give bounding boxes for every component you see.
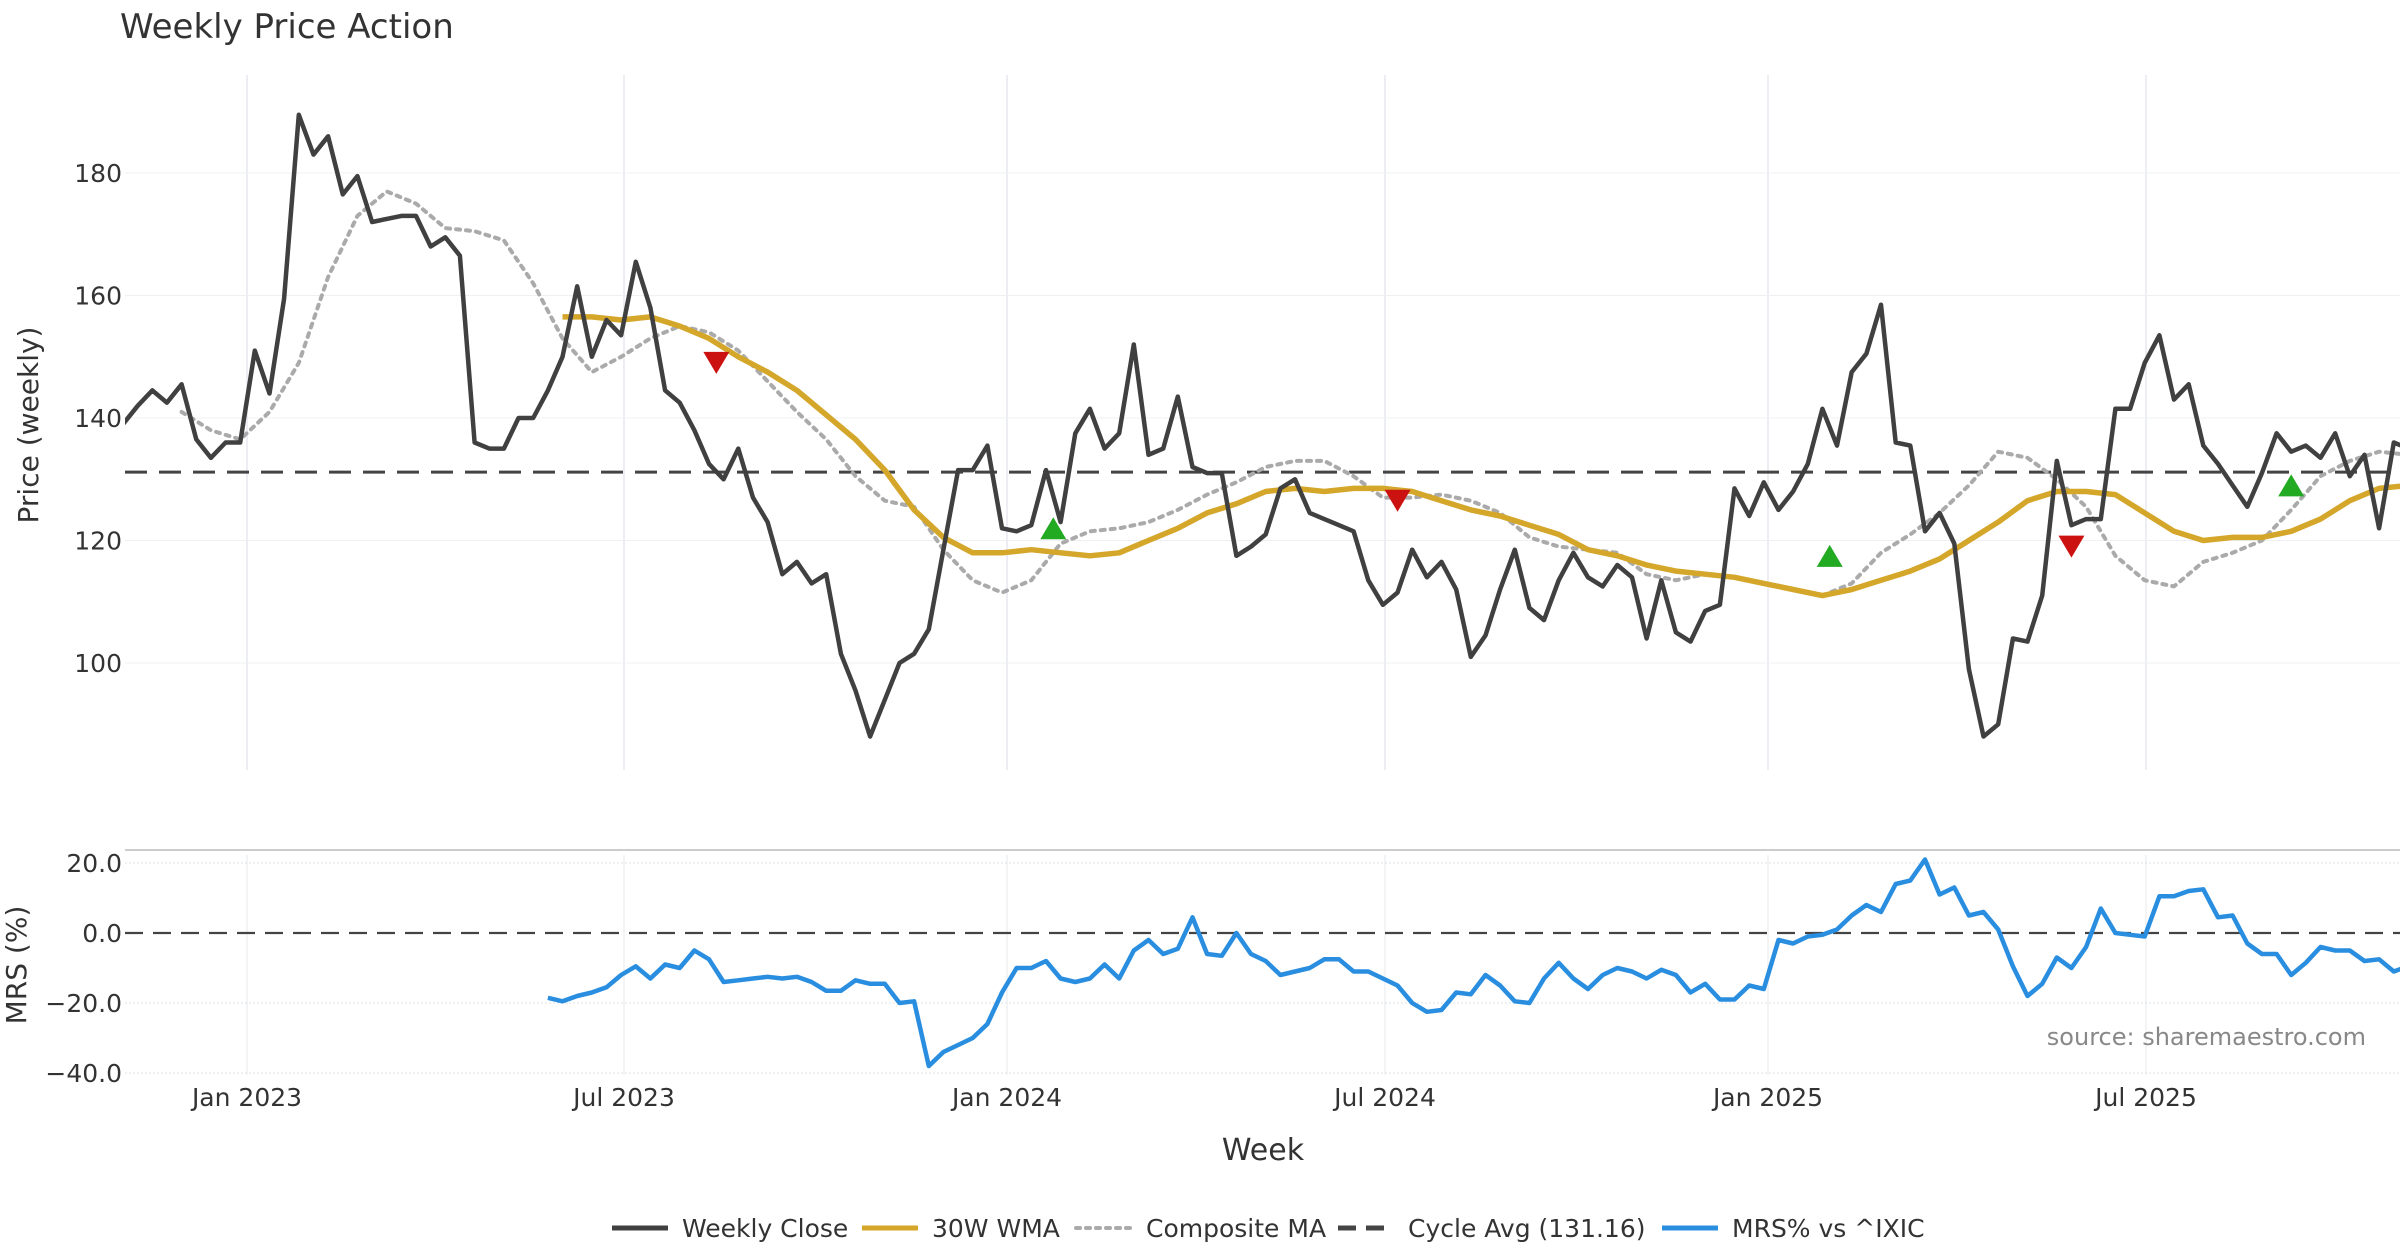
legend: Weekly Close 30W WMA Composite MA Cycle Avg…: [612, 1214, 1925, 1243]
x-ticks: Jan 2023 Jul 2023 Jan 2024 Jul 2024 Jan 2025…: [190, 1083, 2197, 1112]
mrs-ytick-label: 20.0: [66, 849, 122, 878]
price-series: [125, 112, 2400, 739]
source-label: source: sharemaestro.com: [2047, 1023, 2366, 1051]
x-tick-label: Jul 2025: [2093, 1083, 2197, 1112]
legend-label: Composite MA: [1146, 1214, 1326, 1243]
price-ytick-label: 140: [74, 404, 122, 433]
chart-title: Weekly Price Action: [120, 7, 454, 47]
buy-signal-marker: [1816, 544, 1843, 567]
x-tick-label: Jan 2024: [950, 1083, 1062, 1112]
series-line-composite-ma: [179, 189, 2400, 598]
mrs-ytick-label: −40.0: [45, 1059, 122, 1088]
mrs-ytick-label: −20.0: [45, 989, 122, 1018]
mrs-series: [547, 857, 2400, 1069]
price-ylabel: Price (weekly): [12, 327, 45, 524]
price-grid: 100 120 140 160 180: [74, 75, 2400, 770]
x-axis-label: Week: [1222, 1133, 1305, 1168]
price-ytick-label: 100: [74, 649, 122, 678]
mrs-ytick-label: 0.0: [82, 919, 122, 948]
signals: [703, 351, 2305, 567]
price-ytick-label: 180: [74, 159, 122, 188]
buy-signal-marker: [2278, 474, 2305, 497]
sell-signal-marker: [2058, 535, 2085, 558]
series-line-weekly-close: [125, 112, 2400, 739]
legend-label: 30W WMA: [932, 1214, 1060, 1243]
price-ytick-label: 120: [74, 527, 122, 556]
series-line-mrs-vs-ixic: [547, 857, 2400, 1069]
x-tick-label: Jul 2023: [571, 1083, 675, 1112]
buy-signal-marker: [1040, 517, 1067, 540]
x-tick-label: Jul 2024: [1332, 1083, 1436, 1112]
price-ytick-label: 160: [74, 282, 122, 311]
sell-signal-marker: [703, 351, 730, 374]
legend-label: Cycle Avg (131.16): [1408, 1214, 1646, 1243]
mrs-grid: 20.0 0.0 −20.0 −40.0: [45, 849, 2400, 1088]
mrs-ylabel: MRS (%): [0, 906, 33, 1025]
legend-label: Weekly Close: [682, 1214, 848, 1243]
legend-label: MRS% vs ^IXIC: [1732, 1214, 1925, 1243]
sell-signal-marker: [1384, 489, 1411, 512]
x-tick-label: Jan 2025: [1711, 1083, 1823, 1112]
series-line-30w-wma: [562, 314, 2400, 599]
x-tick-label: Jan 2023: [190, 1083, 302, 1112]
